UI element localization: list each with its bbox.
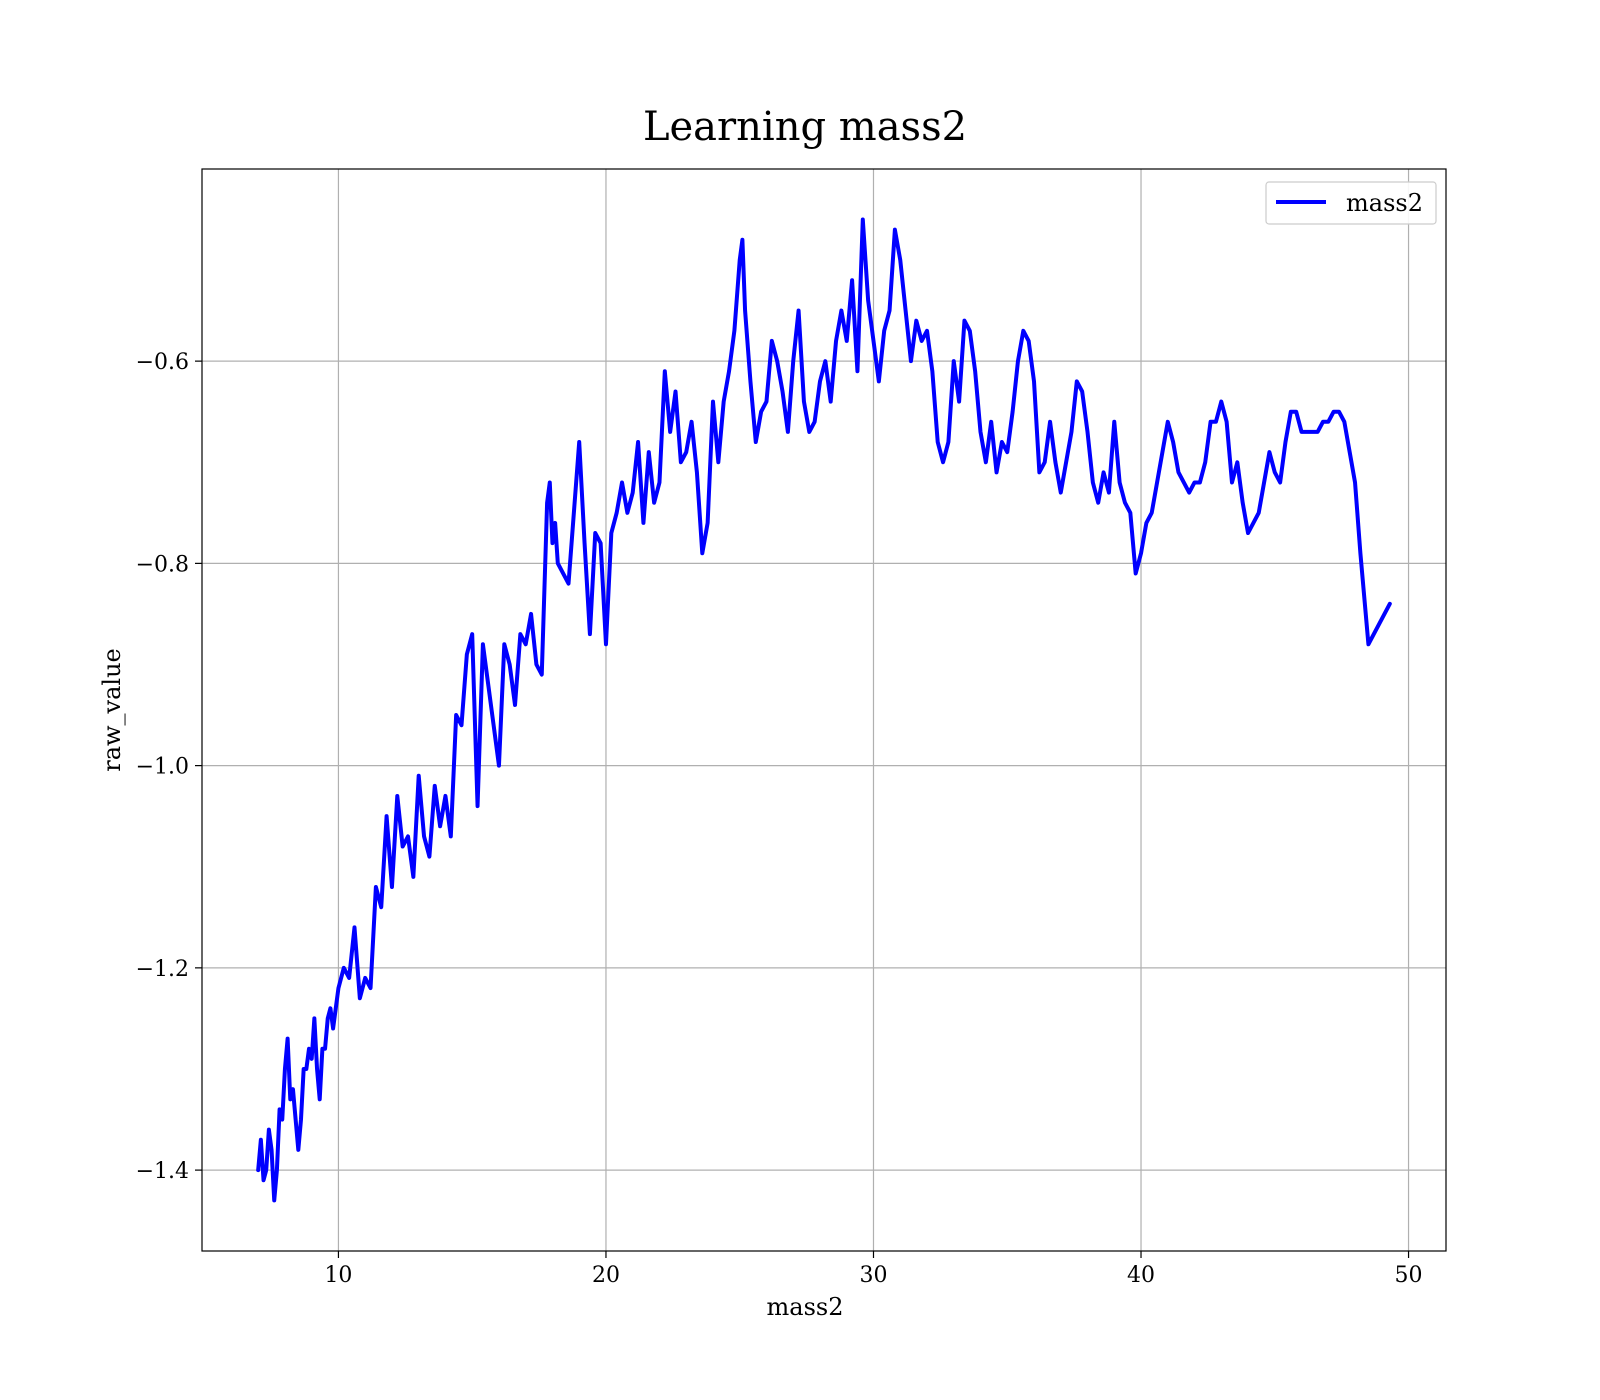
legend: mass2	[1265, 181, 1437, 225]
y-tick-label: −1.2	[136, 957, 189, 982]
legend-label-mass2: mass2	[1346, 189, 1423, 217]
axis-ticks: 10 20 30 40 50 −1.4 −1.2 −1.0 −0.8 −0.6	[136, 350, 1423, 1288]
y-tick-label: −0.6	[136, 350, 189, 375]
x-axis-label: mass2	[767, 1293, 844, 1321]
plot-frame	[201, 168, 1447, 1252]
y-tick-label: −0.8	[136, 552, 189, 577]
y-axis-label: raw_value	[98, 648, 126, 772]
plot-area	[256, 217, 1392, 1203]
x-tick-label: 50	[1395, 1263, 1423, 1288]
x-tick-label: 20	[592, 1263, 620, 1288]
x-tick-label: 40	[1127, 1263, 1155, 1288]
y-tick-label: −1.4	[136, 1159, 189, 1184]
x-tick-label: 10	[324, 1263, 352, 1288]
y-tick-label: −1.0	[136, 755, 189, 780]
legend-box	[1265, 181, 1437, 225]
series-line-mass2	[256, 217, 1392, 1203]
x-tick-label: 30	[859, 1263, 887, 1288]
chart-title: Learning mass2	[643, 104, 967, 150]
